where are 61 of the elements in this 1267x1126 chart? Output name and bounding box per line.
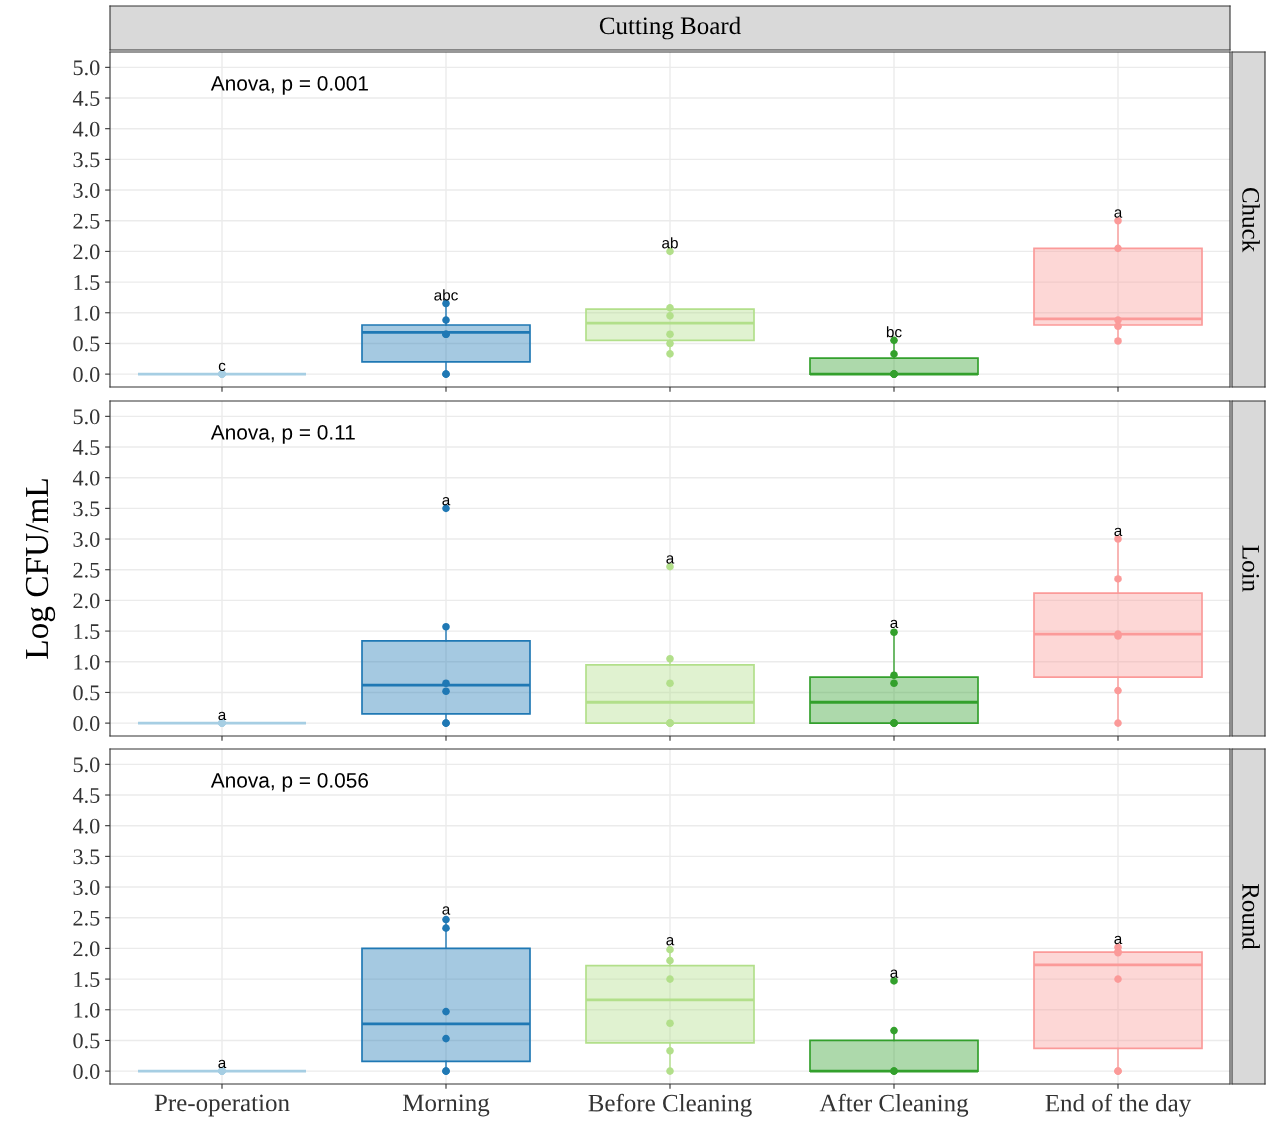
annotation: a <box>1114 527 1123 537</box>
y-tick-label: 3.5 <box>73 501 100 517</box>
annotation: Anova, p = 0.11 <box>210 425 355 444</box>
annotation: c <box>218 362 226 372</box>
y-tick-label: 3.0 <box>73 182 100 199</box>
y-tick-label: 4.0 <box>72 818 100 834</box>
annotation: a <box>666 937 675 946</box>
y-tick-label: 1.0 <box>74 305 100 321</box>
y-tick-label: 3.5 <box>73 849 100 865</box>
annotation: bc <box>886 326 902 338</box>
x-tick-label: Morning <box>402 1094 490 1117</box>
y-tick-label: 2.0 <box>73 593 100 609</box>
annotation: a <box>890 969 899 978</box>
x-tick-label: After Cleaning <box>819 1093 969 1117</box>
annotation: ab <box>662 237 678 249</box>
y-tick-label: 3.5 <box>73 152 100 168</box>
y-tick-label: 2.0 <box>73 941 100 957</box>
y-tick-label: 1.5 <box>74 275 100 291</box>
annotation: abc <box>434 289 458 301</box>
annotation: a <box>442 496 451 506</box>
y-tick-label: 0.5 <box>73 1033 100 1049</box>
y-tick-label: 5.0 <box>73 409 100 425</box>
y-tick-label: 1.0 <box>74 654 100 670</box>
annotation: a <box>890 619 899 629</box>
annotation: a <box>218 711 227 721</box>
y-tick-label: 4.5 <box>72 788 100 804</box>
x-tick-label: Pre-operation <box>154 1094 290 1117</box>
y-tick-label: 1.5 <box>74 972 100 988</box>
annotation: a <box>1114 935 1123 945</box>
y-tick-label: 4.0 <box>72 470 100 486</box>
y-tick-label: 2.5 <box>73 213 100 229</box>
text: Round <box>1242 883 1260 950</box>
y-tick-label: 0.5 <box>73 336 100 352</box>
y-tick-label: 2.0 <box>73 244 100 260</box>
y-tick-label: 0.0 <box>73 1064 100 1080</box>
y-tick-label: 4.0 <box>72 121 100 137</box>
y-tick-label: 0.0 <box>73 716 100 732</box>
annotation: a <box>218 1059 227 1069</box>
y-tick-label: 2.5 <box>73 562 100 578</box>
y-tick-label: 2.5 <box>73 910 100 926</box>
annotation: Anova, p = 0.056 <box>210 773 368 792</box>
annotation: a <box>442 906 451 915</box>
text: Loin <box>1242 545 1260 592</box>
y-tick-label: 0.5 <box>73 685 100 701</box>
y-tick-label: 3.0 <box>73 531 100 548</box>
annotation: Anova, p = 0.001 <box>210 76 368 95</box>
y-tick-label: 0.0 <box>73 367 100 383</box>
x-tick-label: End of the day <box>1045 1093 1192 1117</box>
y-tick-label: 1.5 <box>74 624 100 640</box>
x-tick-label: Before Cleaning <box>588 1093 752 1117</box>
text: Chuck <box>1242 187 1260 253</box>
y-tick-label: 4.5 <box>72 91 100 107</box>
y-tick-label: 5.0 <box>73 757 100 773</box>
y-tick-label: 1.0 <box>74 1002 100 1018</box>
annotation: a <box>1114 209 1123 218</box>
y-tick-label: 4.5 <box>72 440 100 456</box>
y-axis-title: Log CFU/mL <box>25 479 56 659</box>
y-tick-label: 5.0 <box>73 60 100 76</box>
y-tick-label: 3.0 <box>73 879 100 896</box>
annotation: a <box>666 555 675 564</box>
chart-subtitle: Cutting Board <box>599 16 741 40</box>
